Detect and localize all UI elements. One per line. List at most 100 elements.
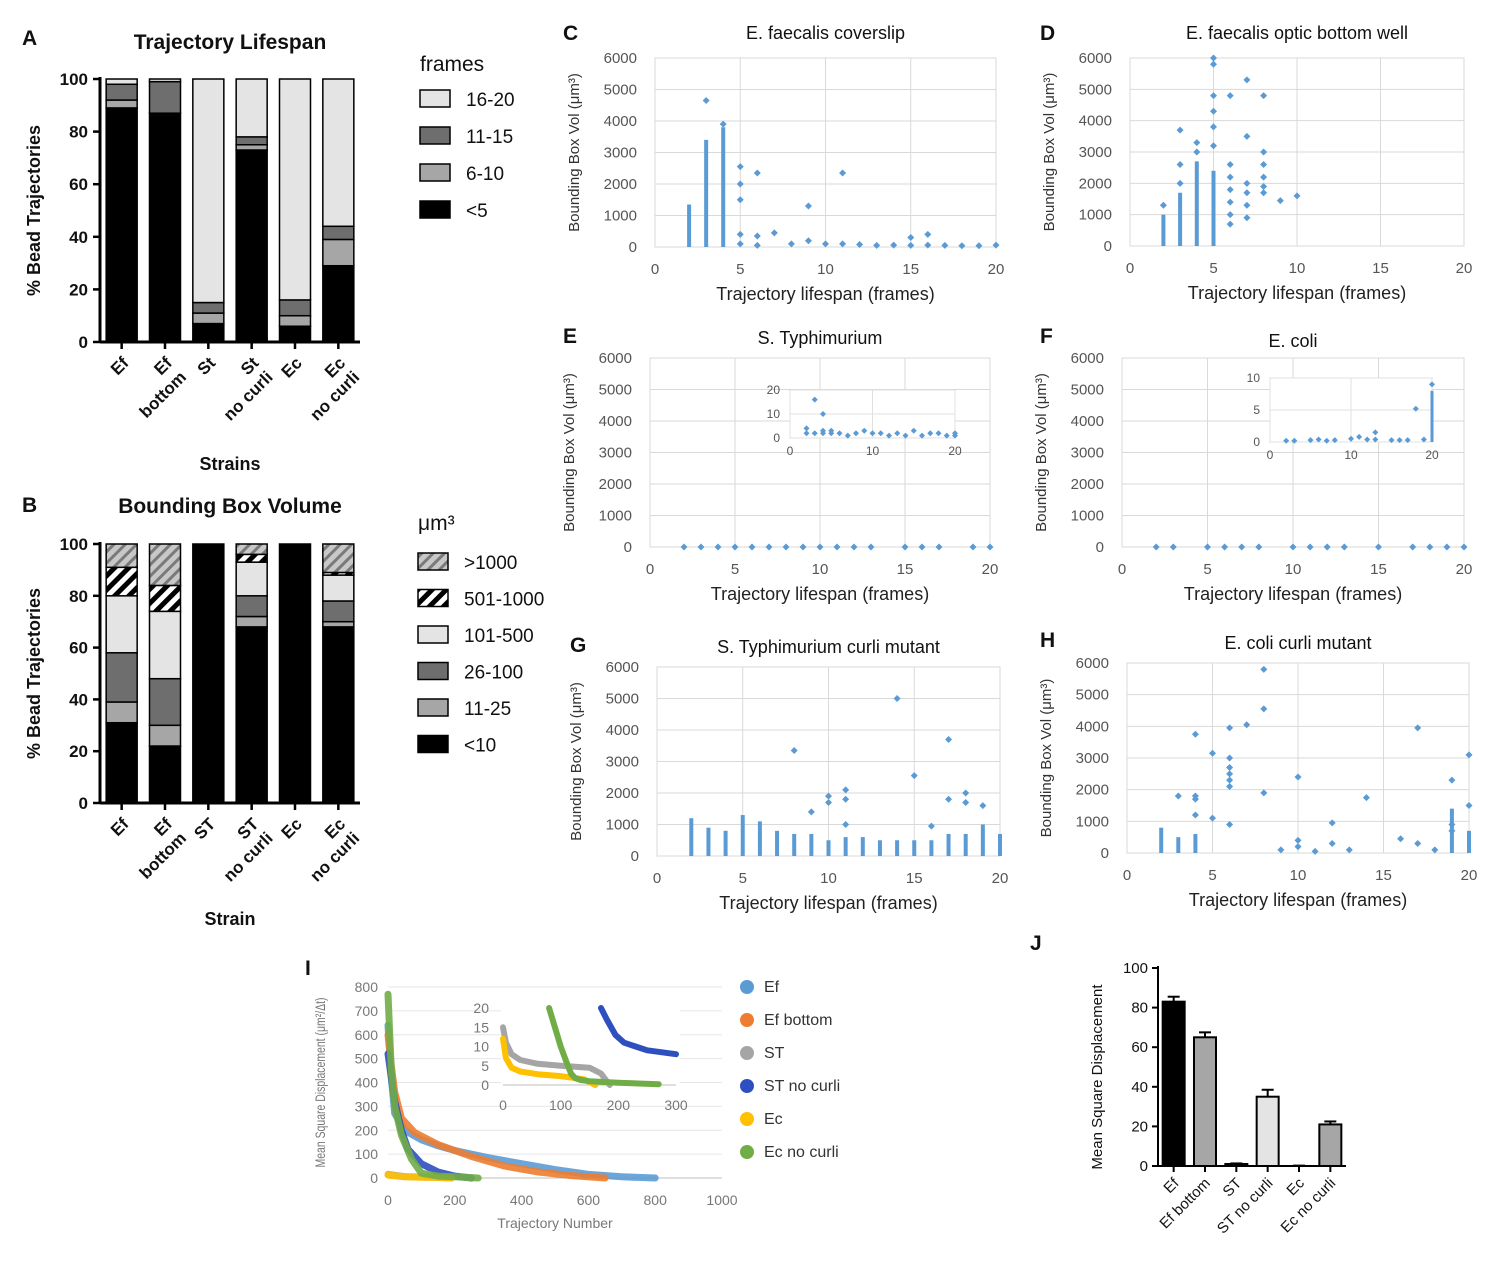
y-tick-label: 0 [1104,238,1112,255]
y-tick-label: 3000 [1076,750,1109,767]
x-tick-label: Stno curli [206,353,277,424]
bar-segment-b-1-2 [148,677,182,727]
panel-label-g: G [570,634,586,657]
data-point [842,786,850,794]
data-point [1159,201,1167,209]
legend-item: 16-20 [466,90,515,111]
x-tick-label: 10 [1289,260,1306,277]
chart-title: Trajectory Lifespan [134,31,327,54]
y-tick-label: 3000 [1079,144,1112,161]
inset-data-point [1307,437,1314,444]
legend-item: ST [764,1045,785,1062]
bar-segment-a-0-3 [105,78,138,86]
bar-segment-b-3-4 [235,553,268,563]
chart-title: S. Typhimurium [758,328,883,348]
panel-label-b: B [22,494,37,517]
data-point [719,120,727,128]
inset-chart: 0 10 20 0 5 10 [1247,371,1439,462]
bar-segment-b-1-3 [148,610,182,680]
data-point [1289,543,1297,551]
y-tick-label: 0 [624,539,632,556]
legend-item: 11-15 [466,127,513,148]
bar-segment-b-0-5 [105,543,138,569]
inset-data-point [1323,437,1330,444]
y-tick-label: 1000 [606,817,639,834]
x-tick-label: 15 [1375,867,1392,884]
y-tick-label: 0 [629,239,637,256]
data-point [697,543,705,551]
y-tick-label: 20 [69,742,88,761]
series-line-ec-no-curli [384,990,482,1182]
y-tick-label: 1000 [1071,508,1104,525]
legend-item: Ec no curli [764,1144,839,1161]
panel-b-chart: Bounding Box Volume % Bead Trajectories St… [24,495,544,929]
inset-x-tick-label: 10 [866,444,880,458]
data-point [1226,724,1234,732]
y-axis-label: Mean Square Displacement (μm²/Δt) [312,998,328,1168]
x-tick-label: Efbottom [122,814,191,883]
chart-title: E. faecalis coverslip [746,23,905,43]
bar-segment-a-4-0 [278,325,312,343]
inset-y-tick-label: 10 [473,1039,489,1055]
y-tick-label: 60 [69,639,88,658]
bar-segment-b-5-2 [322,600,355,623]
inset-data-point [943,432,950,439]
inset-data-point [1412,405,1419,412]
data-point [839,240,847,248]
legend-item: 11-25 [464,699,511,720]
data-point [979,802,987,810]
data-point [1328,840,1336,847]
data-point [1294,773,1302,781]
y-tick-label: 5000 [599,382,632,399]
y-tick-label: 3000 [606,754,639,771]
x-tick-label: 20 [1456,260,1473,277]
bar-segment-a-4-2 [278,299,312,317]
inset-data-point [836,430,843,437]
inset-data-point [1348,435,1354,442]
x-tick-label: 200 [443,1192,467,1208]
legend: frames 16-20 11-15 6-10 <5 [419,53,515,222]
x-tick-label: 5 [736,261,744,278]
inset-series-line-st [500,1024,613,1088]
data-point [736,196,744,204]
x-tick-label: 20 [982,561,999,578]
bar-0 [1161,1000,1186,1167]
x-tick-label: Ef [107,353,133,379]
bar-segment-b-1-4 [148,584,182,613]
data-point [842,821,850,828]
panel-label-f: F [1040,325,1053,348]
y-tick-label: 4000 [1076,718,1109,735]
inset-data-point [894,430,901,437]
legend-item: Ef bottom [764,1012,832,1029]
inset-series-line-st-no-curli [598,1005,679,1058]
bar-3 [1255,1095,1280,1167]
inset-data-point [1396,437,1403,444]
x-tick-label: 15 [906,870,923,887]
y-axis-label: Mean Square Displacement [1089,984,1106,1170]
data-point [1294,843,1302,851]
legend-marker [740,1112,754,1126]
data-point [1345,846,1353,854]
y-tick-label: 0 [631,848,639,865]
data-point [1210,60,1217,68]
bar-1 [1193,1036,1217,1168]
data-point [748,543,756,551]
legend-swatch [417,734,449,754]
data-point [1260,173,1268,181]
panel-label-i: I [305,957,311,980]
data-point [1414,840,1422,847]
inset-series-line-ec-no-curli [546,1005,662,1088]
data-point [1448,776,1456,784]
panel-a-chart: Trajectory Lifespan % Bead Trajectories St… [24,31,515,474]
data-point [804,202,812,210]
data-point [1226,186,1234,194]
bar-segment-b-1-5 [148,543,182,587]
bar-segment-a-1-0 [148,112,182,343]
data-point [1294,836,1302,844]
y-tick-label: 40 [1131,1079,1148,1096]
data-point [945,795,953,803]
x-tick-label: 10 [817,261,834,278]
data-point [1431,846,1439,854]
